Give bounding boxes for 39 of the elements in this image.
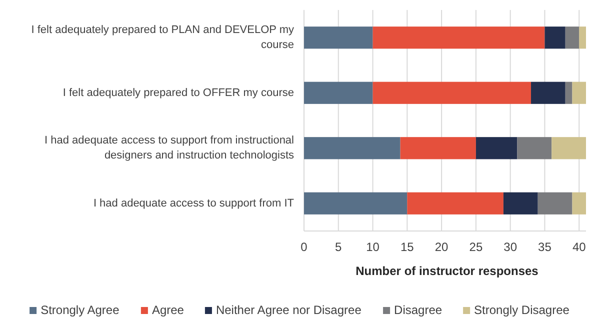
bar xyxy=(304,137,400,160)
bar xyxy=(552,137,586,160)
bar xyxy=(565,26,580,49)
x-tick-label: 20 xyxy=(434,240,449,254)
bar xyxy=(476,137,518,160)
x-tick-label: 30 xyxy=(504,240,518,254)
bar xyxy=(544,26,566,49)
bar xyxy=(372,26,545,49)
bar xyxy=(407,192,504,214)
x-tick-label: 10 xyxy=(366,240,380,254)
bar xyxy=(304,26,373,49)
x-axis-title: Number of instructor responses xyxy=(356,264,539,278)
bar xyxy=(579,26,586,49)
x-tick-label: 35 xyxy=(538,240,552,254)
x-tick-label: 0 xyxy=(300,240,308,254)
bar xyxy=(400,137,476,160)
bar xyxy=(565,82,572,104)
legend-label: Disagree xyxy=(394,303,442,317)
x-tick-label: 15 xyxy=(400,240,414,254)
legend-label: Neither Agree nor Disagree xyxy=(216,303,362,317)
legend-label: Agree xyxy=(152,303,184,317)
bar xyxy=(372,82,531,104)
y-tick-label: I felt adequately prepared to PLAN and DEVELOP my course xyxy=(31,24,294,52)
bar xyxy=(503,192,538,214)
legend-label: Strongly Disagree xyxy=(474,303,570,317)
x-tick-label: 25 xyxy=(469,240,483,254)
bar xyxy=(538,192,572,214)
bar xyxy=(517,137,552,160)
x-tick-label: 5 xyxy=(335,240,342,254)
y-tick-label: I had adequate access to support from instructional designers and instruction technologists xyxy=(44,134,294,162)
bar xyxy=(304,82,373,104)
bar xyxy=(572,82,586,104)
y-tick-label: I had adequate access to support from IT xyxy=(93,197,294,210)
x-tick-label: 40 xyxy=(572,240,586,254)
legend-label: Strongly Agree xyxy=(40,303,120,317)
bar xyxy=(530,82,566,104)
bar xyxy=(304,192,408,214)
bar xyxy=(572,192,586,214)
y-tick-label: I felt adequately prepared to OFFER my course xyxy=(62,86,294,99)
